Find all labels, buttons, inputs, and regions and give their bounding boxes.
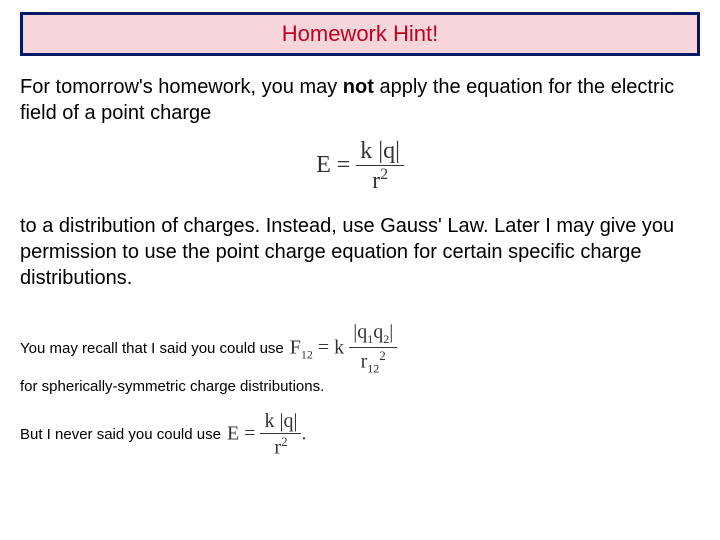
eq1-den-base: r: [372, 168, 380, 194]
para1-bold: not: [343, 76, 374, 98]
equation-1-row: E = k |q| r2: [20, 138, 700, 195]
eq3-den: r2: [260, 434, 301, 460]
eq1-frac: k |q| r2: [356, 138, 404, 195]
footer-block: You may recall that I said you could use…: [20, 321, 700, 460]
eq3-frac: k |q| r2: [260, 410, 301, 460]
eq2-eqk: = k: [313, 336, 344, 358]
eq3-lhs: E =: [227, 423, 256, 445]
footer-line-2: But I never said you could use E = k |q|…: [20, 410, 700, 460]
eq2-frac: |q1q2| r122: [349, 321, 397, 377]
paragraph-2: to a distribution of charges. Instead, u…: [20, 213, 700, 291]
eq2-den: r122: [349, 348, 397, 377]
para1-a: For tomorrow's homework, you may: [20, 76, 343, 98]
title-text: Homework Hint!: [282, 21, 438, 46]
equation-1: E = k |q| r2: [316, 138, 404, 195]
eq1-lhs: E =: [316, 152, 350, 178]
equation-2: F12 = k |q1q2| r122: [290, 321, 397, 377]
title-box: Homework Hint!: [20, 12, 700, 56]
eq3-num: k |q|: [260, 410, 301, 434]
eq1-den: r2: [356, 166, 404, 195]
eq1-num: k |q|: [356, 138, 404, 166]
eq2-num: |q1q2|: [349, 321, 397, 348]
equation-3: E = k |q| r2 .: [227, 410, 307, 460]
slide: Homework Hint! For tomorrow's homework, …: [0, 0, 720, 486]
eq2-lhs-base: F: [290, 336, 301, 358]
paragraph-1: For tomorrow's homework, you may not app…: [20, 74, 700, 126]
eq2-lhs-sub: 12: [301, 347, 313, 361]
footer-line-1: You may recall that I said you could use…: [20, 321, 700, 396]
eq1-den-sup: 2: [380, 166, 388, 183]
foot2: But I never said you could use: [20, 425, 221, 445]
foot1-a: You may recall that I said you could use: [20, 339, 284, 359]
foot1-b: for spherically-symmetric charge distrib…: [20, 377, 324, 397]
eq3-tail: .: [301, 423, 306, 445]
